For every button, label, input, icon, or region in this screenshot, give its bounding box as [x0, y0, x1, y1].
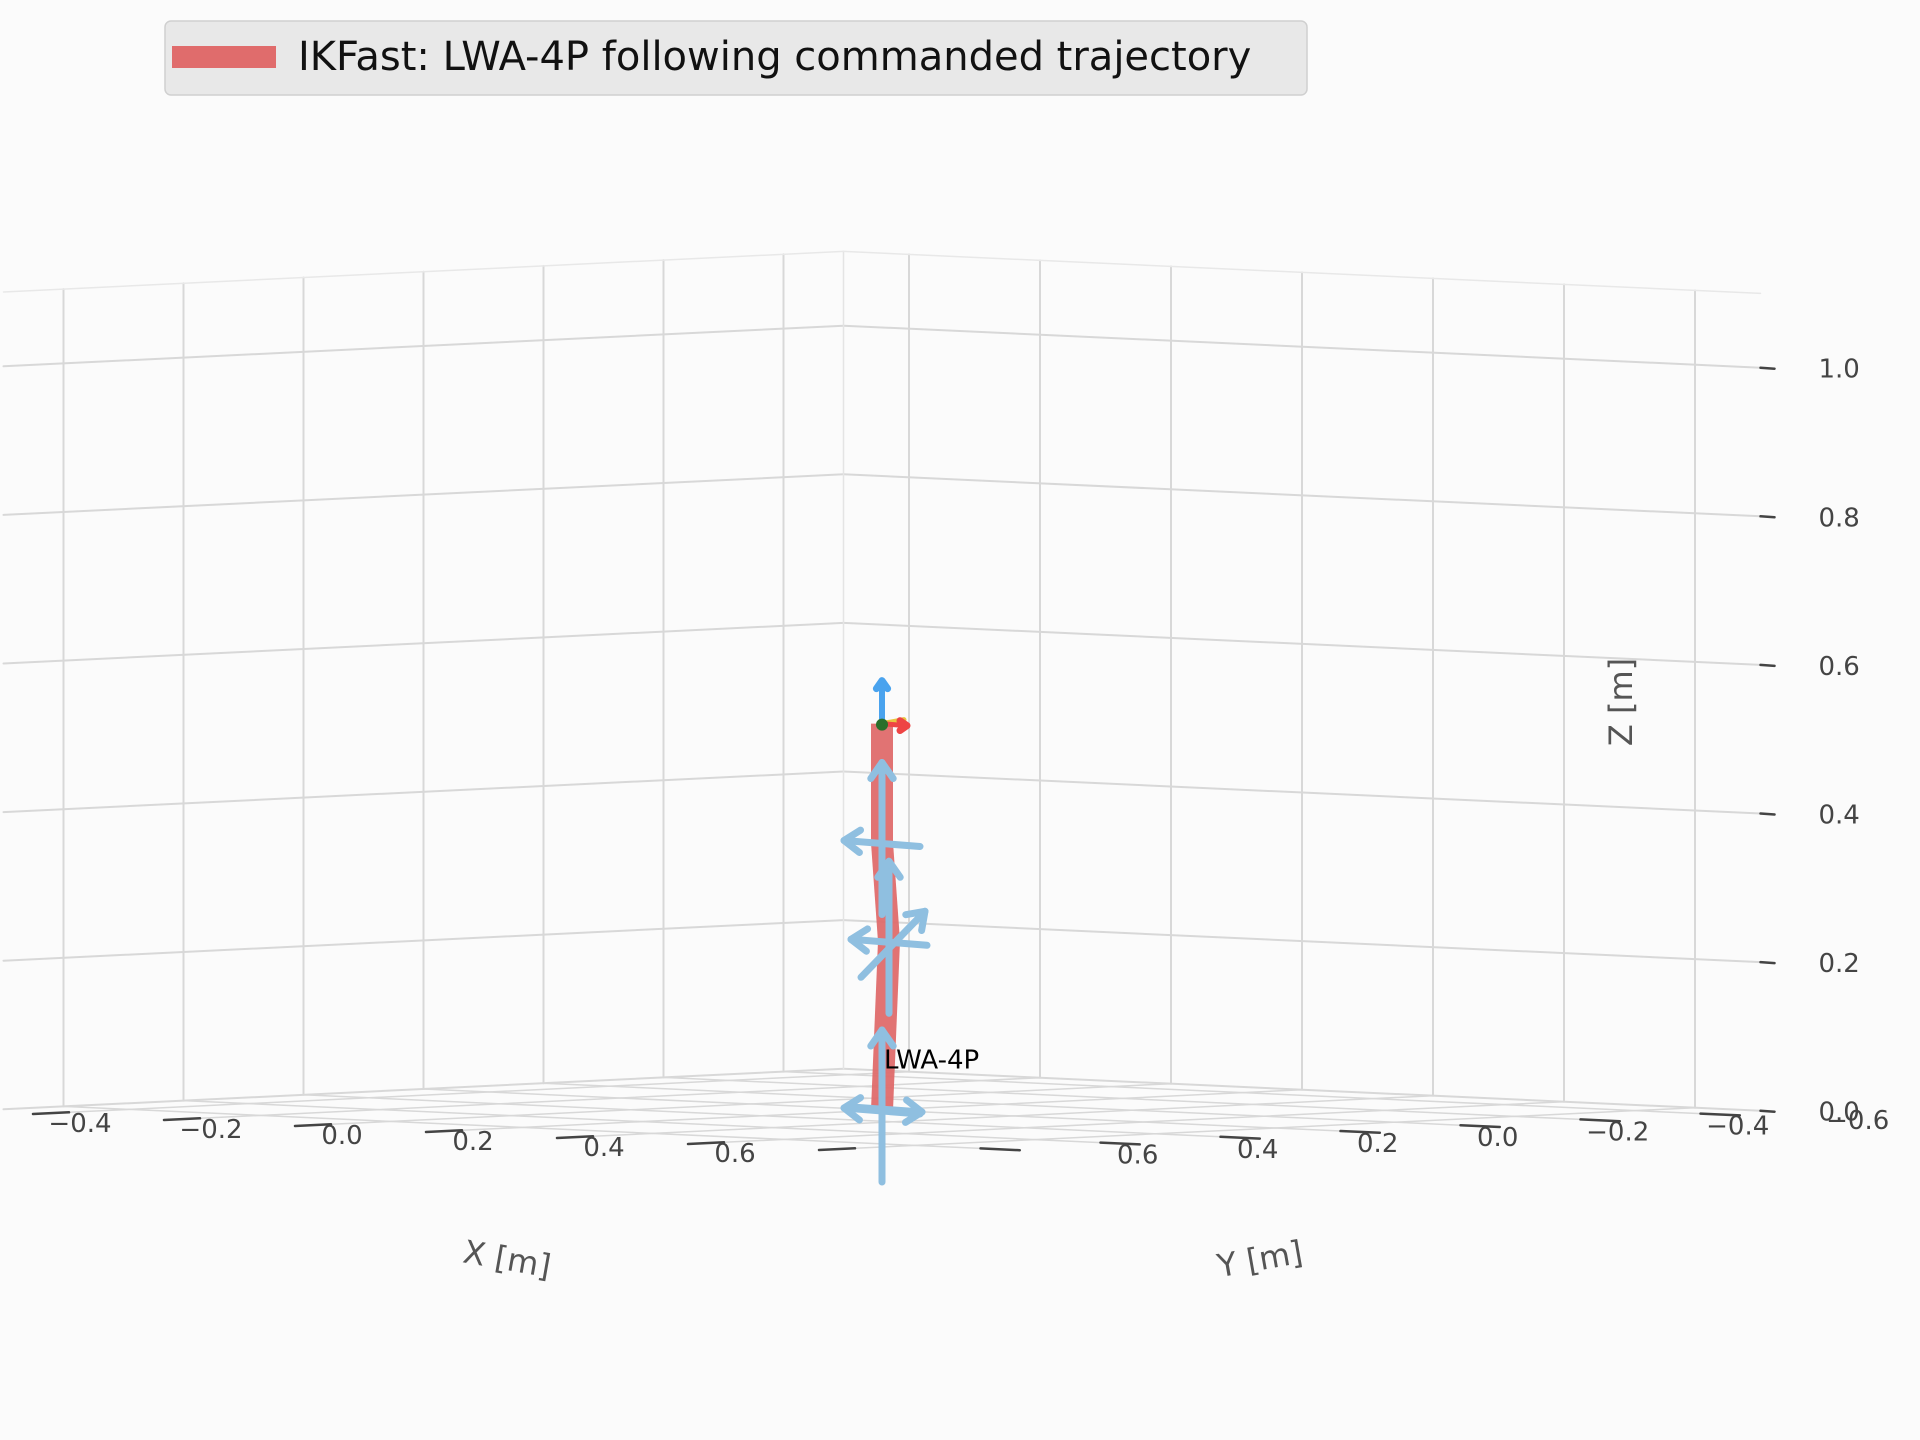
- joint-axis-diag-arrowhead: [902, 907, 929, 935]
- y-tick-mark: [686, 1141, 726, 1146]
- y-tick-mark: [162, 1117, 202, 1122]
- z-tick-mark: [1759, 515, 1776, 519]
- y-tick-mark: [424, 1129, 464, 1134]
- ee-axis-z-arrowhead: [872, 677, 892, 693]
- x-tick-label: 0.6: [1117, 1141, 1158, 1171]
- x-tick-label: 0.0: [1477, 1123, 1518, 1153]
- y-tick-label: −0.4: [48, 1109, 111, 1139]
- x-tick-mark: [979, 1147, 1022, 1152]
- grid-line-y-floor: [854, 1106, 1696, 1150]
- y-tick-mark: [555, 1135, 595, 1140]
- grid: [2, 250, 1762, 1150]
- joint-axis-z-arrowhead: [867, 1026, 897, 1050]
- joint-axis-x: [847, 935, 931, 949]
- joint-axis-x-arrowhead: [840, 826, 865, 857]
- z-tick-mark: [1759, 812, 1776, 816]
- joint-frame: [847, 857, 931, 1017]
- y-tick-mark: [293, 1123, 333, 1128]
- z-tick-label: 0.4: [1819, 801, 1860, 831]
- grid-line-y-floor: [199, 1076, 1041, 1120]
- y-axis-title: Y [m]: [1213, 1233, 1305, 1286]
- y-tick-label: 0.6: [714, 1139, 755, 1169]
- x-axis-title: X [m]: [460, 1233, 553, 1286]
- x-tick-label: −0.4: [1706, 1112, 1769, 1142]
- grid-line-y-floor: [68, 1070, 910, 1114]
- joint-frame: [840, 759, 924, 919]
- y-tick-label: −0.2: [179, 1115, 242, 1145]
- x-tick-mark: [1699, 1112, 1742, 1117]
- x-tick-label: −0.2: [1586, 1117, 1649, 1147]
- y-tick-mark: [817, 1147, 857, 1152]
- z-tick-mark: [1759, 1109, 1776, 1113]
- z-tick-label: 0.6: [1819, 652, 1860, 682]
- axis-ticks: −0.6−0.4−0.20.00.20.40.6−0.6−0.4−0.20.00…: [31, 355, 1889, 1171]
- pane-edge: [2, 250, 845, 293]
- z-tick-mark: [1759, 960, 1776, 965]
- x-tick-mark: [1459, 1123, 1502, 1129]
- grid-line-y-floor: [592, 1094, 1434, 1138]
- z-tick-mark: [1759, 366, 1776, 370]
- y-tick-label: 0.4: [583, 1133, 624, 1163]
- grid-line-y-floor: [330, 1082, 1172, 1126]
- pane-edge: [842, 250, 1762, 295]
- z-tick-label: 1.0: [1819, 355, 1860, 385]
- ee-axis-x-arrowhead: [896, 717, 911, 735]
- joint-axis-diag: [857, 907, 929, 981]
- x-tick-label: 0.4: [1237, 1135, 1278, 1165]
- joint-frame: [840, 1026, 926, 1186]
- base-axis-y: [848, 1103, 926, 1116]
- joint-axis-z-arrowhead: [867, 759, 897, 783]
- base-axis-y-arrowhead: [901, 1096, 926, 1126]
- legend-label: IKFast: LWA-4P following commanded traje…: [298, 34, 1251, 80]
- y-tick-label: 0.2: [452, 1127, 493, 1157]
- x-tick-mark: [1099, 1141, 1142, 1146]
- legend: IKFast: LWA-4P following commanded traje…: [164, 20, 1308, 96]
- x-tick-mark: [1579, 1118, 1622, 1123]
- z-tick-label: 0.0: [1819, 1098, 1860, 1128]
- y-tick-label: 0.0: [321, 1121, 362, 1151]
- z-tick-label: 0.2: [1819, 949, 1860, 979]
- x-tick-mark: [1219, 1135, 1262, 1140]
- robot-name-annotation: LWA-4P: [884, 1045, 979, 1075]
- x-tick-mark: [1339, 1129, 1382, 1135]
- z-axis-title: Z [m]: [1602, 658, 1640, 746]
- x-tick-label: 0.2: [1357, 1129, 1398, 1159]
- ee-origin-marker: [876, 718, 888, 731]
- joint-axis-x: [840, 837, 924, 851]
- robot-series: [840, 677, 931, 1186]
- y-tick-mark: [31, 1111, 71, 1116]
- end-effector-frame: [872, 677, 911, 735]
- joint-axis-x-arrowhead: [840, 1094, 865, 1124]
- x-tick-label: −0.6: [1826, 1106, 1889, 1136]
- z-tick-label: 0.8: [1819, 503, 1860, 533]
- grid-line-y-floor: [723, 1100, 1565, 1144]
- joint-axis-x-arrowhead: [847, 925, 872, 955]
- z-tick-mark: [1759, 663, 1776, 668]
- legend-box: [164, 20, 1308, 96]
